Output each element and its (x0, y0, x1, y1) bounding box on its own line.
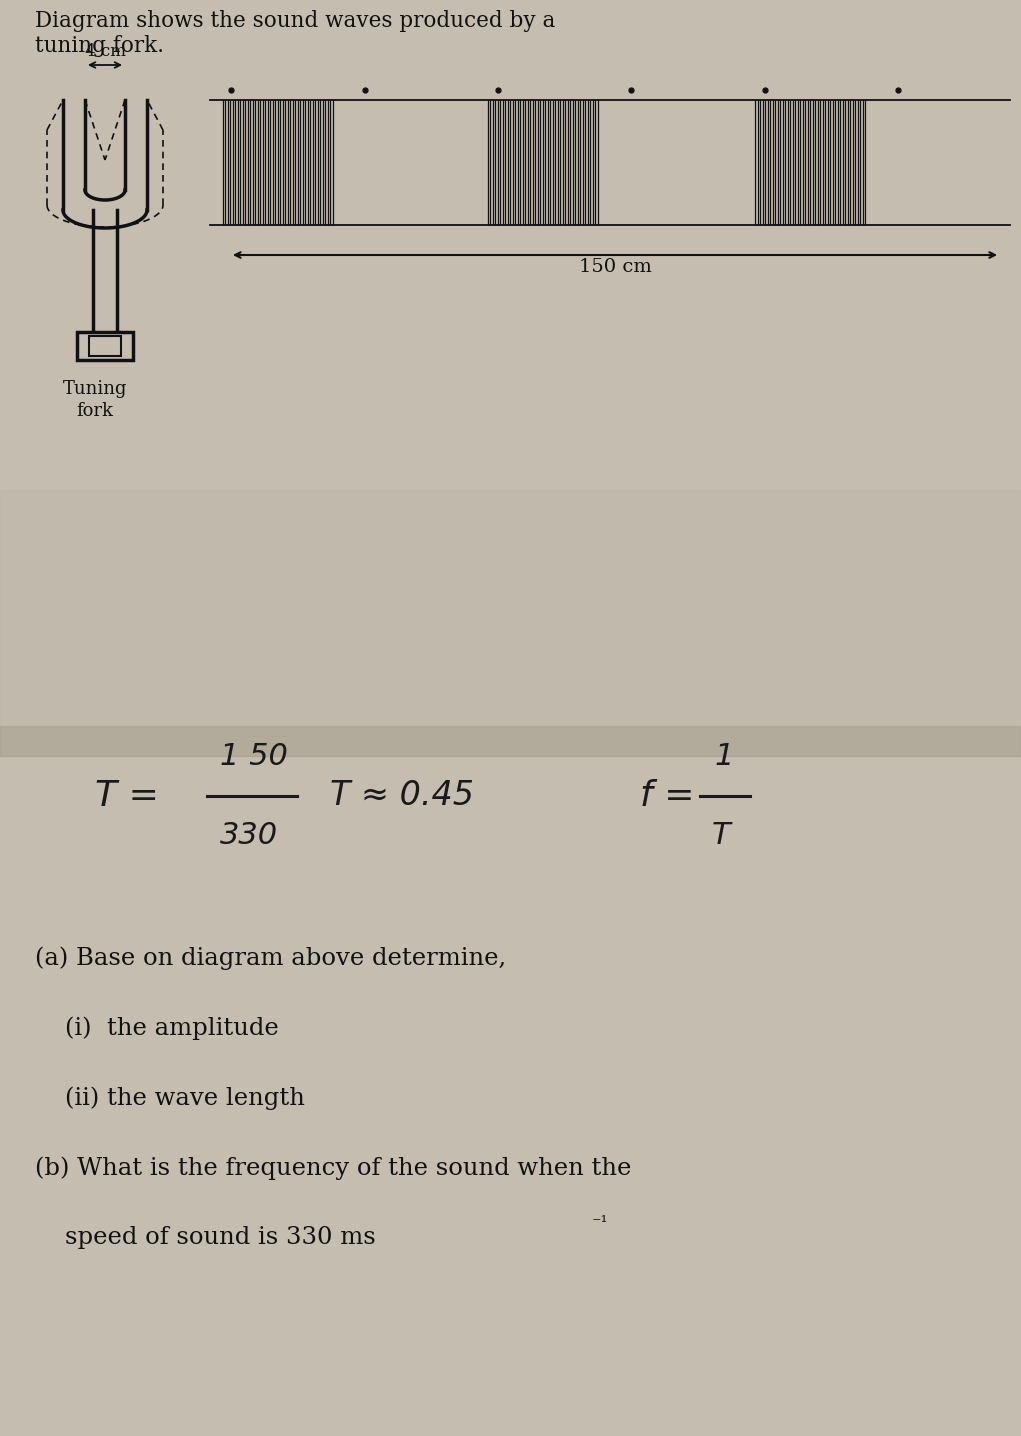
Bar (77, 332, 133, 360)
Bar (0, 727, 1021, 755)
Bar (89, 336, 121, 356)
Text: 1 50: 1 50 (220, 742, 288, 771)
Text: speed of sound is 330 ms: speed of sound is 330 ms (65, 1226, 376, 1249)
Text: (b) What is the frequency of the sound when the: (b) What is the frequency of the sound w… (35, 1156, 631, 1179)
Bar (0, 490, 1021, 727)
Text: 150 cm: 150 cm (579, 258, 651, 276)
Text: T ≈ 0.45: T ≈ 0.45 (330, 780, 474, 813)
Text: (ii) the wave length: (ii) the wave length (65, 1086, 305, 1110)
Text: ⁻¹: ⁻¹ (592, 1213, 609, 1232)
Text: T =: T = (95, 778, 159, 813)
Text: (a) Base on diagram above determine,: (a) Base on diagram above determine, (35, 946, 506, 969)
Text: 1: 1 (715, 742, 734, 771)
Text: 330: 330 (220, 821, 278, 850)
Text: 4 cm: 4 cm (85, 43, 126, 60)
Text: Tuning: Tuning (62, 381, 128, 398)
Text: f =: f = (640, 778, 694, 813)
Text: (i)  the amplitude: (i) the amplitude (65, 1017, 279, 1040)
Text: Diagram shows the sound waves produced by a: Diagram shows the sound waves produced b… (35, 10, 555, 32)
Text: T: T (712, 821, 731, 850)
Text: tuning fork.: tuning fork. (35, 34, 164, 57)
Text: fork: fork (77, 402, 113, 419)
